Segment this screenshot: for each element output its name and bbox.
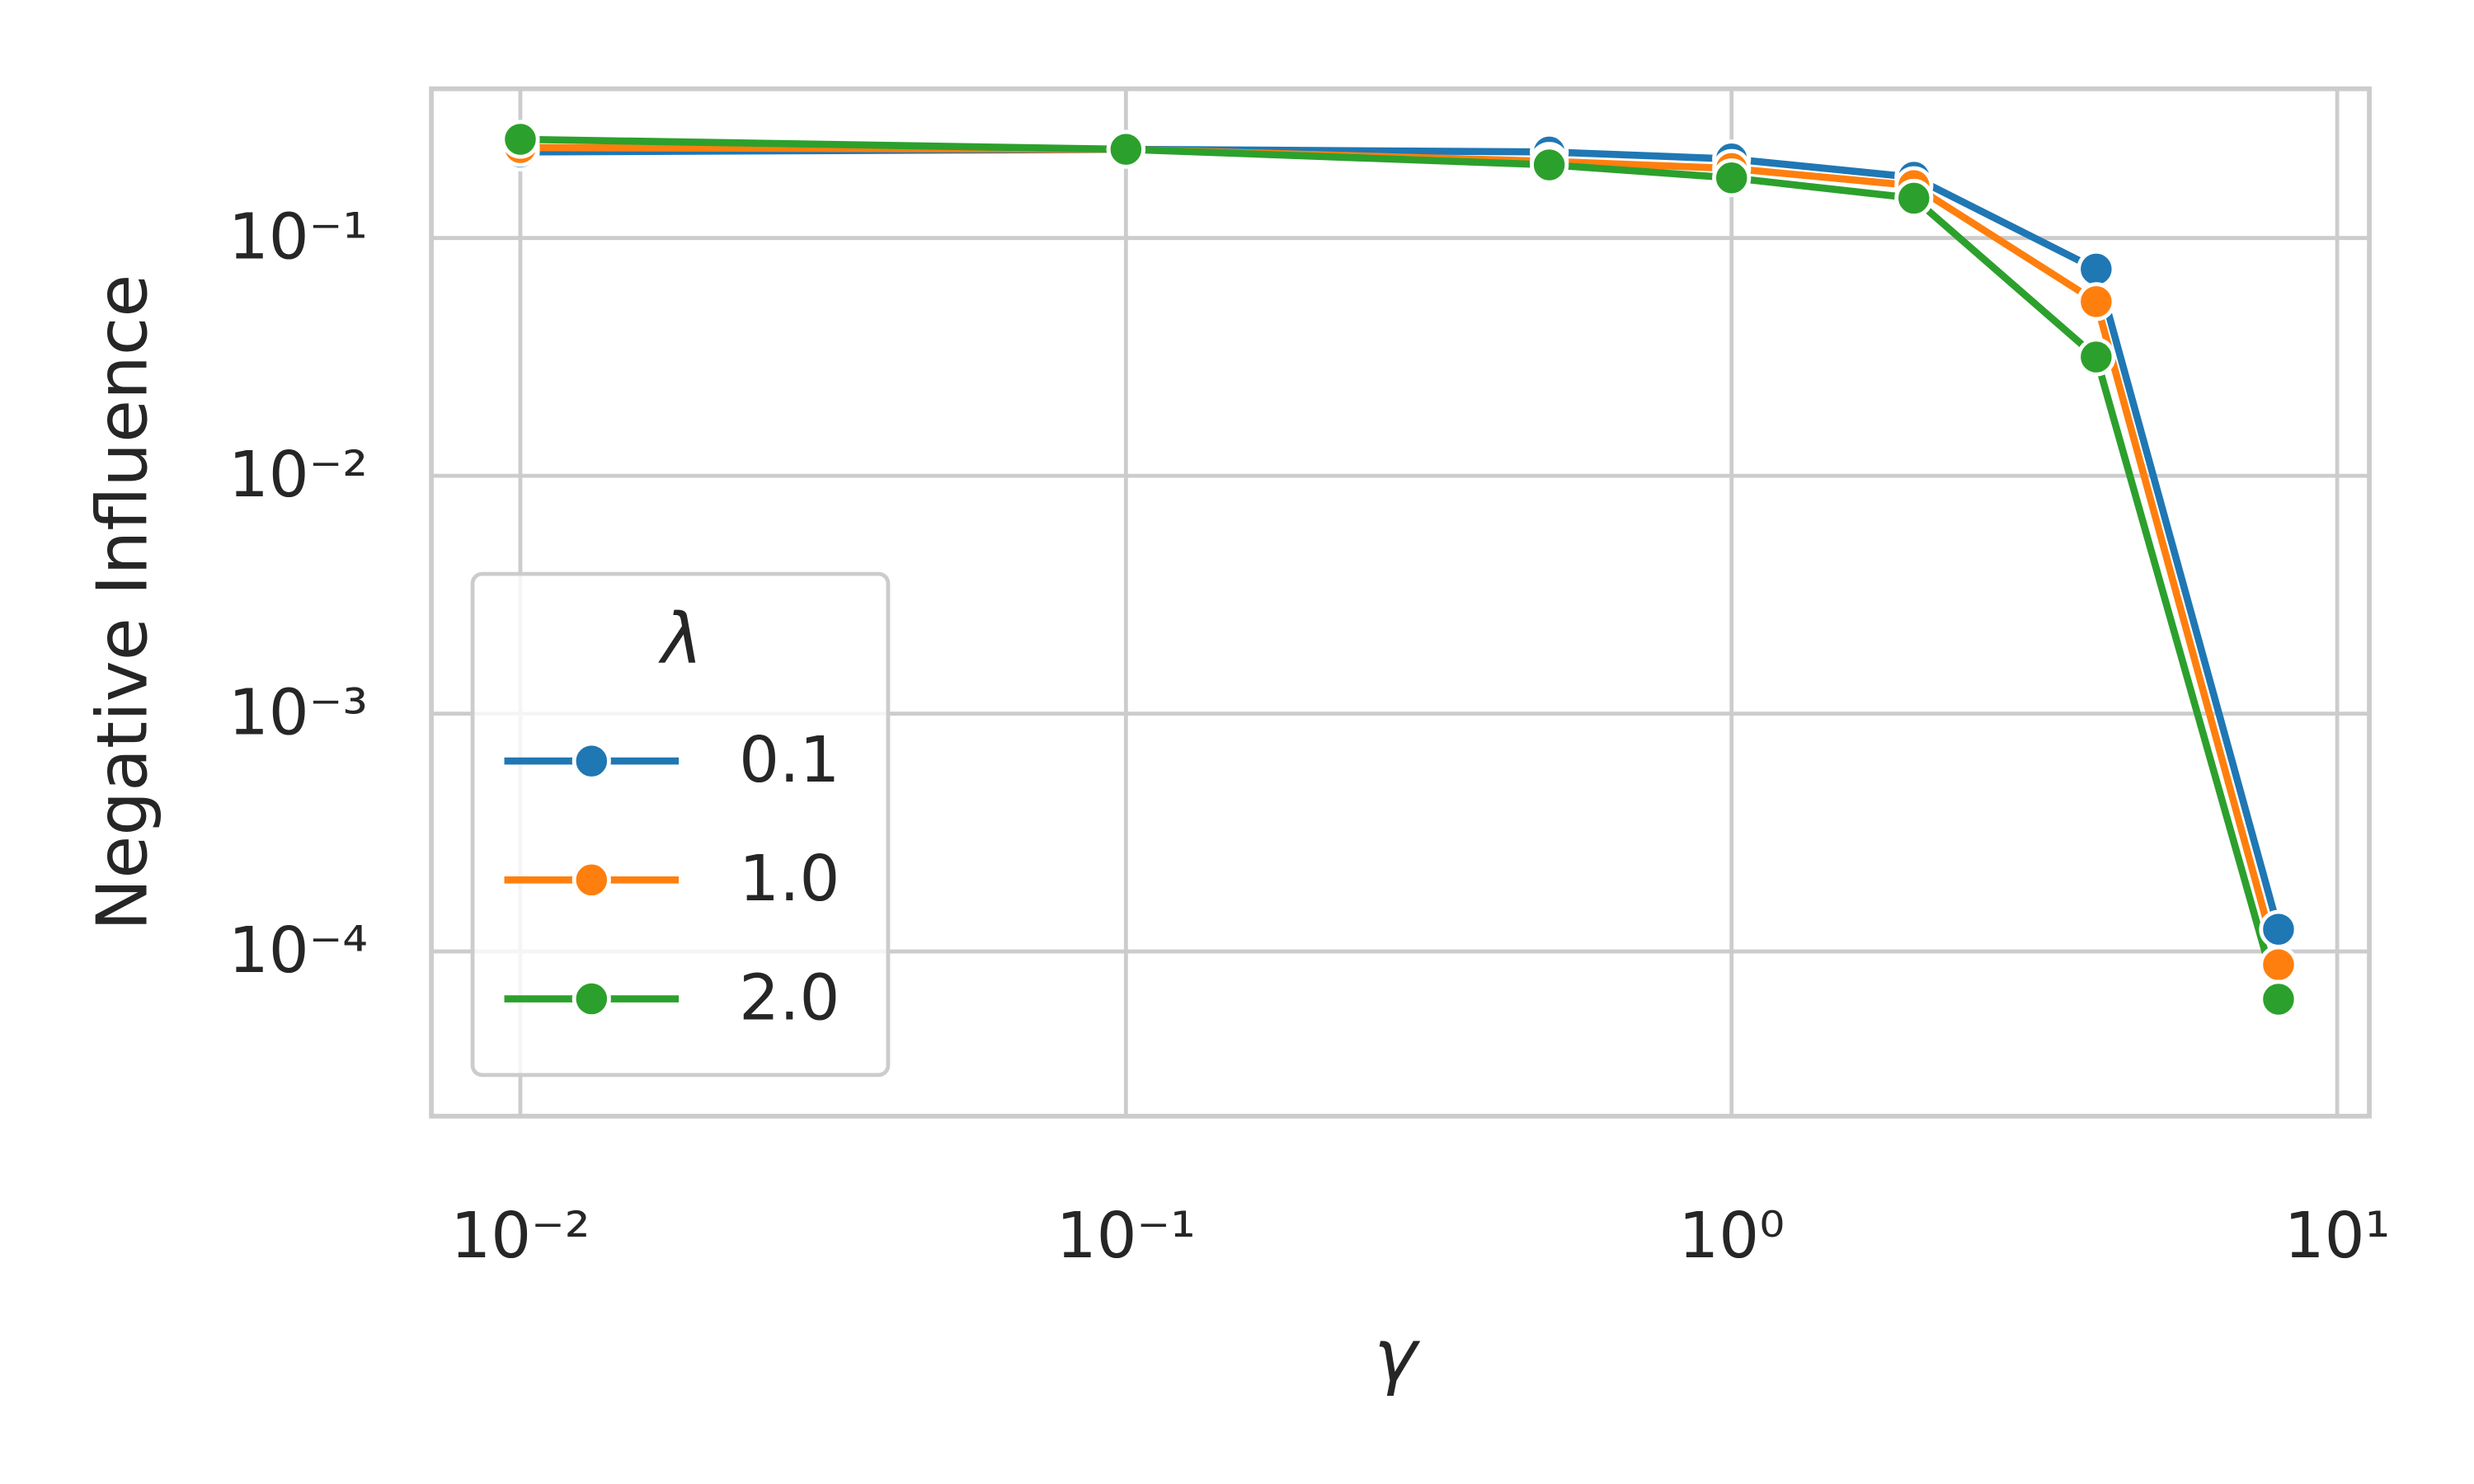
legend-marker	[571, 741, 611, 781]
legend-title: λ	[658, 598, 703, 679]
legend-marker	[571, 860, 611, 899]
legend-box	[470, 571, 891, 1078]
data-point	[2077, 249, 2116, 289]
data-point	[2077, 282, 2116, 322]
y-tick-label: 10⁻³	[228, 676, 368, 749]
legend-label: 0.1	[739, 724, 840, 797]
data-point	[1894, 178, 1934, 218]
data-point	[501, 120, 540, 159]
x-tick-label: 10⁻²	[450, 1200, 590, 1273]
data-point	[2259, 909, 2298, 949]
legend-label: 1.0	[739, 843, 840, 916]
legend-marker	[571, 979, 611, 1019]
y-tick-label: 10⁻⁴	[228, 914, 368, 988]
data-point	[2259, 979, 2298, 1019]
x-tick-label: 10⁰	[1678, 1200, 1785, 1273]
y-tick-label: 10⁻²	[228, 439, 368, 512]
data-point	[1106, 129, 1145, 169]
data-point	[1712, 158, 1752, 198]
x-axis-label: γ	[1374, 1313, 1421, 1397]
data-point	[2077, 337, 2116, 377]
y-axis-label: Negative Influence	[81, 275, 162, 931]
y-tick-label: 10⁻¹	[228, 200, 368, 274]
x-tick-label: 10¹	[2284, 1200, 2391, 1273]
legend: λ 0.1 1.0 2.0	[470, 571, 891, 1078]
data-point	[1530, 145, 1569, 185]
x-tick-label: 10⁻¹	[1056, 1200, 1196, 1273]
legend-label: 2.0	[739, 961, 840, 1035]
data-point	[2259, 945, 2298, 984]
